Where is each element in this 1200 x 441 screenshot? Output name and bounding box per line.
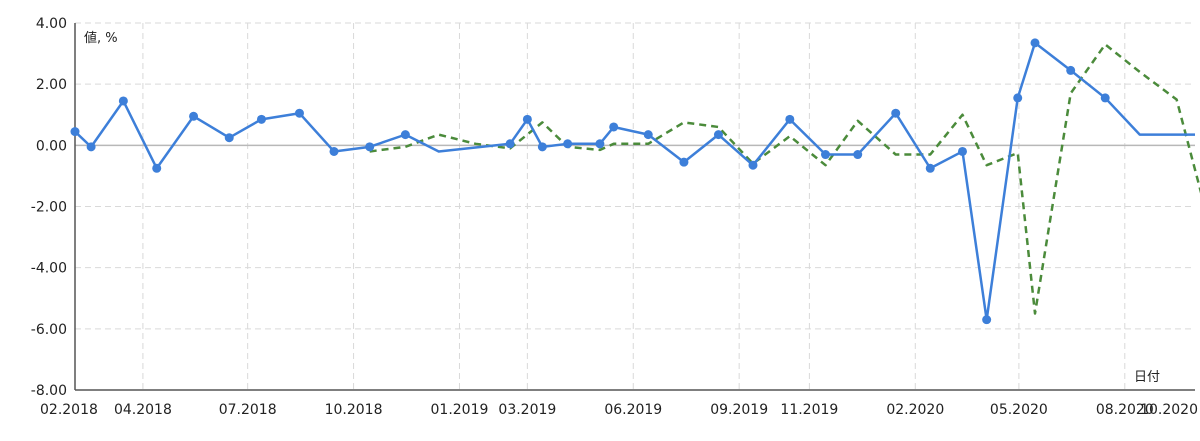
data-point: [891, 108, 901, 118]
x-tick-label: 01.2019: [431, 402, 489, 418]
x-tick-label: 02.2020: [886, 402, 944, 418]
y-tick-label: -2.00: [31, 200, 67, 216]
data-point: [713, 130, 723, 140]
y-axis-title: 値, %: [84, 30, 118, 46]
data-point: [563, 139, 573, 149]
y-tick-label: 0.00: [36, 138, 67, 154]
data-point: [522, 114, 532, 124]
x-tick-label: 05.2020: [990, 402, 1048, 418]
data-point: [609, 122, 619, 132]
data-point: [679, 157, 689, 167]
x-tick-label: 10.2018: [325, 402, 383, 418]
data-point: [86, 142, 96, 152]
x-tick-label: 09.2019: [710, 402, 768, 418]
data-point: [400, 130, 410, 140]
data-point: [294, 108, 304, 118]
data-point: [365, 142, 375, 152]
data-point: [329, 146, 339, 156]
x-tick-label: 04.2018: [114, 402, 172, 418]
data-point: [982, 315, 992, 325]
tick-labels: 4.00 2.00 0.00 -2.00 -4.00 -6.00 -8.00 02.2018 0…: [31, 16, 1198, 418]
data-point: [785, 114, 795, 124]
data-point: [643, 130, 653, 140]
x-tick-label: 03.2019: [498, 402, 556, 418]
y-tick-label: -6.00: [31, 322, 67, 338]
x-tick-label: 11.2019: [780, 402, 838, 418]
x-tick-label: 07.2018: [219, 402, 277, 418]
data-point: [152, 163, 162, 173]
data-point: [1013, 93, 1023, 103]
grid-lines: [75, 22, 1195, 390]
data-point: [1030, 38, 1040, 48]
y-tick-label: 2.00: [36, 77, 67, 93]
y-tick-label: 4.00: [36, 16, 67, 32]
axes: [74, 23, 1195, 391]
y-tick-label: -4.00: [31, 261, 67, 277]
data-point: [957, 146, 967, 156]
actual-line: [74, 41, 1195, 321]
data-point: [505, 139, 515, 149]
data-point: [1100, 93, 1110, 103]
x-tick-label: 08.2020: [1096, 402, 1154, 418]
series: [70, 38, 1200, 325]
x-tick-label: 10.2020: [1140, 402, 1198, 418]
data-point: [256, 114, 266, 124]
data-point: [853, 150, 863, 160]
data-point: [118, 96, 128, 106]
x-tick-label: 06.2019: [604, 402, 662, 418]
data-point: [748, 160, 758, 170]
forecast-line: [369, 43, 1200, 315]
data-point: [1066, 65, 1076, 75]
data-point: [70, 127, 80, 137]
data-point: [821, 150, 831, 160]
data-point: [224, 133, 234, 143]
data-point: [925, 163, 935, 173]
x-tick-label: 02.2018: [40, 402, 98, 418]
data-point: [595, 139, 605, 149]
y-tick-label: -8.00: [31, 383, 67, 399]
data-point: [537, 142, 547, 152]
x-axis-title: 日付: [1134, 370, 1160, 385]
data-point: [189, 111, 199, 121]
